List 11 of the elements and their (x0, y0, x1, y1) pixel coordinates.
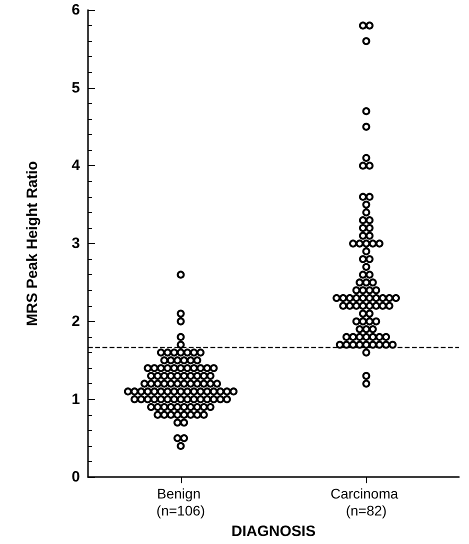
x-axis-title: DIAGNOSIS (231, 523, 316, 540)
y-axis-title: MRS Peak Height Ratio (24, 161, 41, 326)
y-tick-label: 0 (72, 468, 80, 486)
x-tick-label: Carcinoma (n=82) (330, 486, 402, 519)
y-tick-label: 5 (72, 79, 80, 96)
x-tick-label: Benign (n=106) (156, 486, 206, 519)
y-tick-label: 3 (72, 235, 80, 252)
y-tick-label: 2 (72, 312, 80, 330)
y-tick-label: 1 (72, 390, 80, 408)
y-tick-label: 6 (72, 2, 80, 18)
y-tick-label: 4 (72, 157, 81, 174)
